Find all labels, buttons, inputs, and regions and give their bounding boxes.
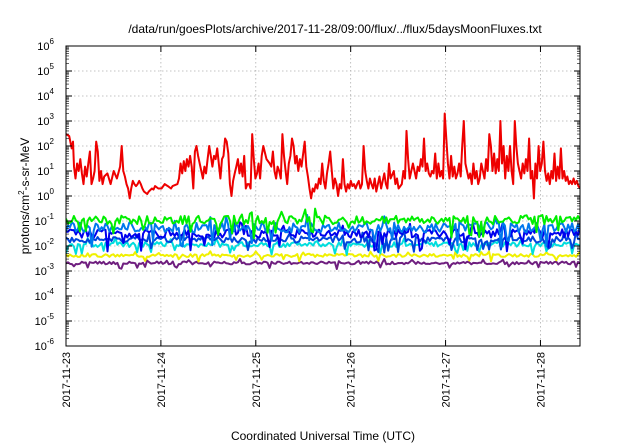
y-tick-label: 10-1 <box>35 212 55 228</box>
chart-title: /data/run/goesPlots/archive/2017-11-28/0… <box>128 22 542 36</box>
y-tick-label: 10-4 <box>35 287 55 303</box>
x-tick-label: 2017-11-25 <box>251 352 263 407</box>
y-tick-label: 101 <box>37 162 54 178</box>
y-tick-label: 10-6 <box>35 337 55 353</box>
y-tick-label: 100 <box>37 187 54 203</box>
series-line <box>66 229 580 254</box>
y-axis-label: protons/cm2-s-sr-MeV <box>17 138 32 254</box>
series-line <box>66 250 580 263</box>
y-tick-label: 104 <box>37 87 54 103</box>
y-tick-label: 102 <box>37 137 54 153</box>
y-tick-label: 10-5 <box>35 312 55 328</box>
x-tick-label: 2017-11-27 <box>441 352 453 407</box>
x-tick-label: 2017-11-23 <box>61 352 73 407</box>
series-layer <box>66 112 580 270</box>
x-axis-label: Coordinated Universal Time (UTC) <box>231 429 415 443</box>
x-tick-label: 2017-11-26 <box>346 352 358 407</box>
y-tick-label: 10-3 <box>35 262 55 278</box>
y-axis: 10-6 10-5 10-4 10-3 10-2 10-1 100 101 102 103 104 1… <box>35 37 580 353</box>
y-tick-label: 106 <box>37 37 54 53</box>
y-tick-label: 103 <box>37 112 54 128</box>
x-tick-label: 2017-11-24 <box>156 352 168 407</box>
y-tick-label: 105 <box>37 62 54 78</box>
x-axis: 2017-11-23 2017-11-24 2017-11-25 2017-11-26… <box>61 46 547 407</box>
series-line <box>66 207 580 240</box>
grid <box>66 46 580 346</box>
y-tick-label: 10-2 <box>35 237 55 253</box>
series-line <box>66 258 580 270</box>
series-line <box>66 112 580 200</box>
x-tick-label: 2017-11-28 <box>535 352 547 407</box>
